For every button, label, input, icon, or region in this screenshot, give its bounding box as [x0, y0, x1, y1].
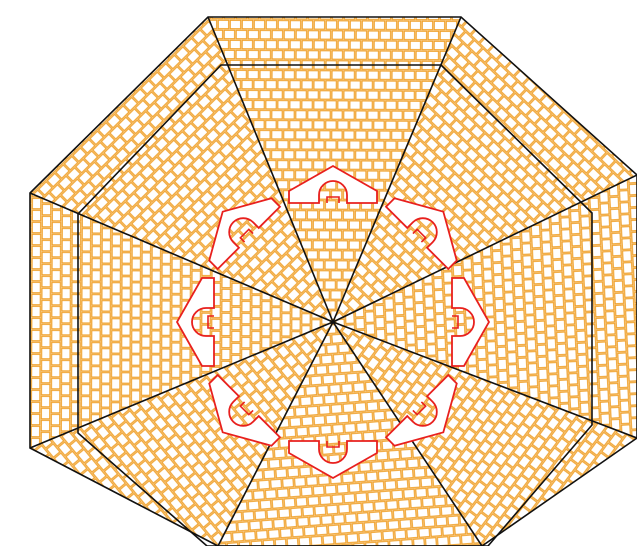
direction-arrow-1: [288, 164, 378, 204]
sector-brick-fill: [218, 322, 482, 546]
radial-divider-line: [332, 321, 637, 439]
sector-3: [333, 175, 637, 438]
inner-octagon-outline: [77, 64, 593, 546]
sector-2: [333, 17, 637, 322]
sector-brick-fill: [30, 17, 333, 322]
direction-arrow-6: [208, 373, 282, 447]
direction-arrow-4: [384, 373, 458, 447]
direction-arrow-5: [288, 440, 378, 480]
arrow-group: [175, 164, 491, 480]
sector-brick-fill: [30, 322, 333, 546]
radial-divider-line: [207, 16, 334, 323]
arrow-shape: [208, 197, 282, 271]
arrow-shape: [288, 440, 378, 480]
arrow-notch: [412, 401, 427, 416]
direction-arrow-7: [175, 277, 215, 367]
arrow-notch: [412, 228, 427, 243]
arrow-shape: [288, 164, 378, 204]
radial-divider-line: [29, 192, 334, 323]
radial-divider-line: [332, 174, 637, 323]
arrow-shape: [208, 373, 282, 447]
sector-8: [30, 17, 333, 322]
arrow-notch: [239, 228, 254, 243]
sector-6: [30, 322, 333, 546]
sector-5: [218, 322, 482, 546]
arrow-notch: [326, 196, 340, 203]
arrow-shape: [384, 373, 458, 447]
direction-arrow-3: [451, 277, 491, 367]
radial-divider-line: [332, 16, 462, 323]
arrow-notch: [452, 315, 459, 329]
arrow-notch: [207, 315, 214, 329]
outer-octagon-outline: [29, 16, 637, 546]
sector-brick-fill: [333, 175, 637, 438]
radial-divider-line: [29, 321, 334, 449]
arrow-shape: [384, 197, 458, 271]
arrow-shape: [451, 277, 491, 367]
arrow-notch: [326, 441, 340, 448]
sector-brick-fill: [333, 17, 637, 322]
arrow-shape: [175, 277, 215, 367]
direction-arrow-2: [384, 197, 458, 271]
arrow-notch: [239, 401, 254, 416]
direction-arrow-8: [208, 197, 282, 271]
